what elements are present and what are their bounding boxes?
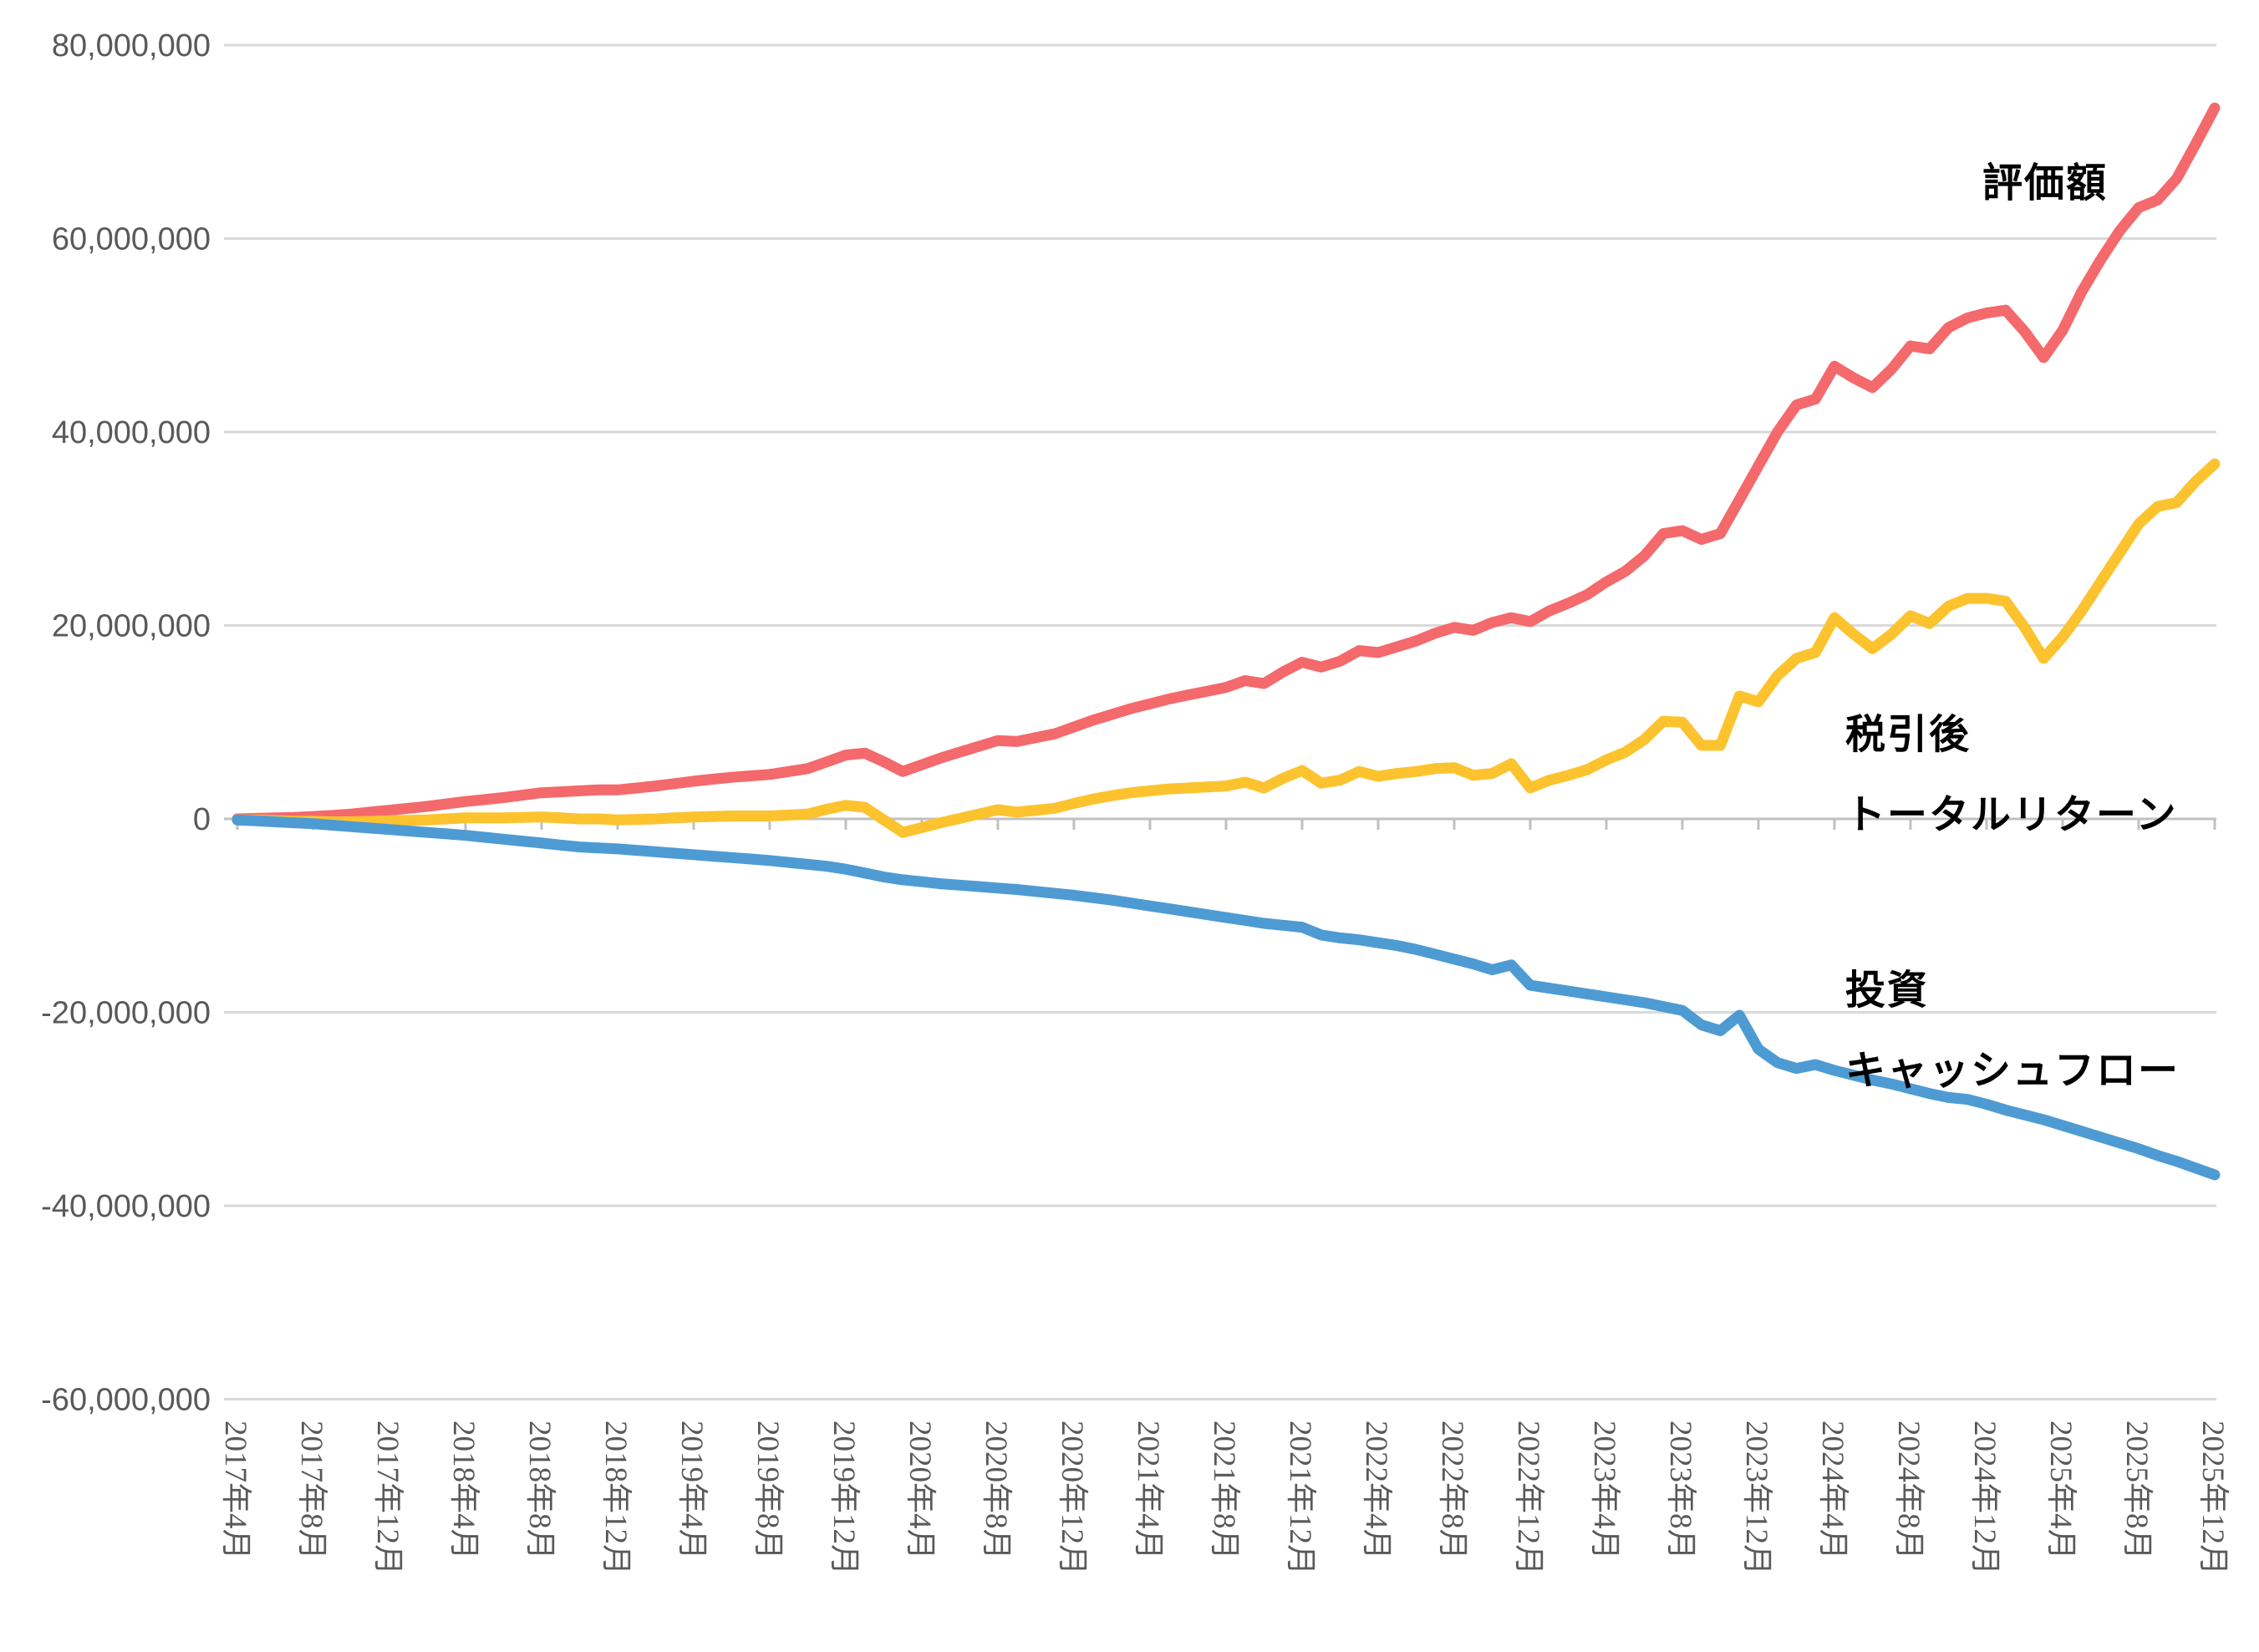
x-axis-label: 2023年4月 [1587,1421,1622,1560]
x-axis-label: 2017年4月 [218,1421,253,1560]
series-label-hyoukagaku: 評価額 [1982,144,2108,224]
x-axis-label: 2020年8月 [979,1421,1014,1560]
series-label-line: 評価額 [1982,161,2109,206]
x-axis-label: 2018年12月 [598,1421,633,1575]
y-axis-label: -20,000,000 [41,996,211,1031]
series-line-評価額 [231,102,2221,825]
series-label-line: トータルリターン [1845,793,2178,837]
x-axis-label: 2021年4月 [1131,1421,1166,1560]
x-axis-label: 2019年12月 [827,1421,862,1575]
y-axis-label: 0 [193,802,211,837]
series-label-toushi-cashflow: 投資 キャッシュフロー [1845,951,2180,1111]
x-axis-label: 2022年4月 [1359,1421,1394,1560]
x-axis-label: 2019年8月 [750,1421,786,1560]
x-axis-label: 2025年12月 [2195,1421,2231,1575]
x-axis-label: 2020年4月 [903,1421,938,1560]
y-axis-label: -40,000,000 [41,1189,211,1224]
x-axis-label: 2024年4月 [1815,1421,1850,1560]
x-axis-label: 2021年12月 [1283,1421,1318,1575]
x-axis-label: 2020年12月 [1055,1421,1090,1575]
x-axis-label: 2023年12月 [1739,1421,1774,1575]
x-axis-label: 2023年8月 [1663,1421,1698,1560]
series-line-投資キャッシュフロー [231,814,2221,1181]
x-axis-label: 2022年8月 [1435,1421,1470,1560]
x-axis-label: 2025年4月 [2043,1421,2078,1560]
x-axis-label: 2022年12月 [1511,1421,1546,1575]
x-axis-label: 2017年12月 [370,1421,405,1575]
y-axis-label: 80,000,000 [52,28,211,64]
y-axis-label: -60,000,000 [41,1383,211,1418]
y-axis-label: 60,000,000 [52,222,211,257]
x-axis-label: 2017年8月 [294,1421,329,1560]
x-axis-label: 2024年12月 [1967,1421,2002,1575]
series-label-zeibikigo-total-return: 税引後 トータルリターン [1845,695,2178,856]
x-axis-label: 2021年8月 [1207,1421,1242,1560]
x-axis-label: 2024年8月 [1891,1421,1926,1560]
y-axis-label: 20,000,000 [52,609,211,644]
series-label-line: キャッシュフロー [1845,1049,2180,1093]
y-axis-label: 40,000,000 [52,415,211,450]
x-axis-label: 2025年8月 [2119,1421,2155,1560]
series-label-line: 投資 [1845,968,1930,1013]
x-axis-label: 2019年4月 [674,1421,710,1560]
x-axis-label: 2018年8月 [522,1421,557,1560]
series-line-税引後トータルリターン [231,458,2221,838]
x-axis-label: 2018年4月 [446,1421,481,1560]
series-label-line: 税引後 [1845,713,1972,757]
